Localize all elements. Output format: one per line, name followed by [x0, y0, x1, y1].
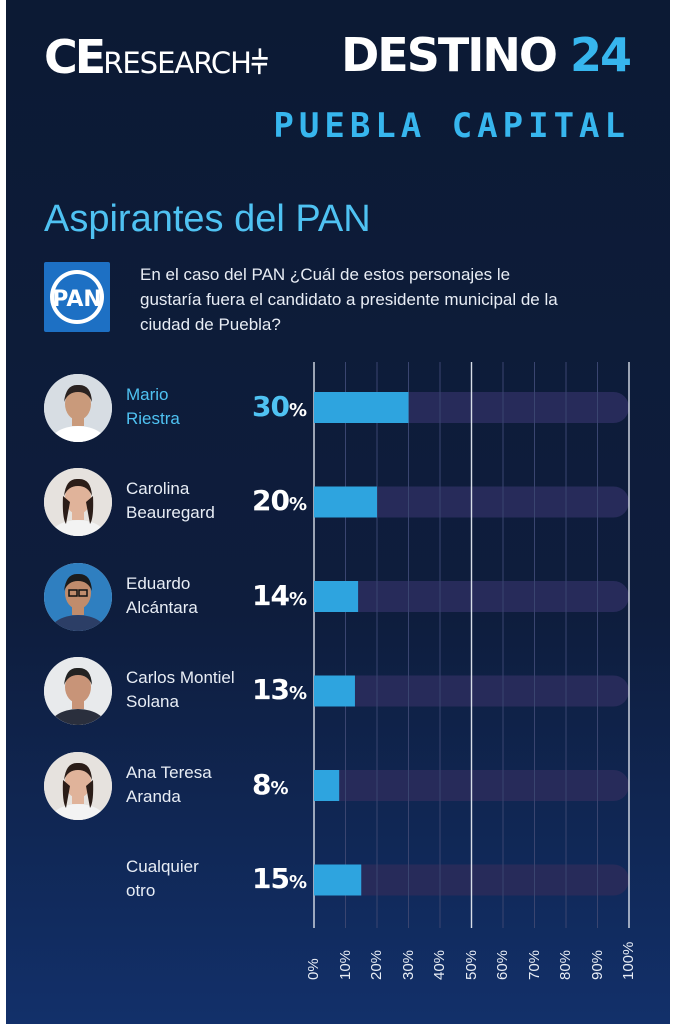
x-tick-label: 30% [399, 949, 417, 980]
bar-track [314, 864, 629, 896]
candidate-name-line: Eduardo [126, 573, 191, 593]
x-tick-label: 60% [494, 949, 511, 980]
bar-track [314, 486, 629, 518]
value-suffix: % [288, 399, 308, 421]
value-number: 14 [252, 578, 290, 612]
x-tick-label: 40% [431, 949, 448, 980]
value-label: 8% [252, 768, 289, 801]
value-label: 15% [252, 862, 307, 895]
bar [314, 581, 359, 612]
value-number: 8 [252, 767, 272, 801]
ce-research-logo: CERESEARCH⫩ [44, 30, 268, 84]
candidate-name: Carlos Montiel Solana [126, 666, 266, 714]
bar-track [314, 675, 629, 707]
bar-track [314, 770, 629, 801]
destino-text: DESTINO [341, 28, 570, 82]
destino-24-logo: DESTINO 24 [341, 28, 632, 82]
x-tick-label: 70% [525, 949, 543, 980]
value-suffix: % [288, 588, 308, 610]
pan-logo-text: PAN [52, 287, 102, 312]
bar-track [314, 581, 629, 612]
value-suffix: % [288, 683, 308, 704]
x-tick-label: 90% [588, 949, 606, 980]
page-title: Aspirantes del PAN [44, 198, 371, 240]
candidate-name: Mario Riestra [126, 383, 266, 431]
man-suit-portrait [44, 657, 112, 725]
value-suffix: % [270, 777, 289, 799]
candidate-name-line: Carlos Montiel [126, 668, 235, 687]
x-tick-label: 10% [336, 949, 354, 980]
value-suffix: % [288, 494, 308, 515]
value-label: 30% [252, 390, 307, 423]
bar-track [314, 392, 629, 423]
candidate-name: Carolina Beauregard [126, 477, 266, 525]
man-glasses-portrait [44, 562, 112, 631]
pan-logo-icon: PAN [44, 262, 110, 332]
candidate-name: Ana Teresa Aranda [126, 761, 266, 809]
candidate-name-line: Mario [126, 384, 169, 404]
x-tick-label: 100% [620, 941, 637, 980]
bar [314, 770, 340, 801]
candidate-name-line: otro [126, 881, 156, 900]
hash-icon: ⫩ [251, 46, 269, 81]
candidate-name-line: Alcántara [126, 597, 198, 617]
value-number: 15 [252, 862, 290, 895]
survey-question: En el caso del PAN ¿Cuál de estos person… [140, 265, 558, 334]
candidate-name: Eduardo Alcántara [126, 572, 266, 620]
man-portrait [44, 373, 112, 442]
value-label: 14% [252, 579, 307, 612]
woman-portrait [44, 751, 112, 820]
logo-research: RESEARCH [103, 46, 252, 80]
candidate-name-line: Ana Teresa [126, 762, 212, 782]
bar [314, 486, 377, 518]
candidate-name-line: Riestra [126, 408, 180, 428]
candidate-name-line: Cualquier [126, 857, 199, 876]
value-number: 30 [252, 389, 290, 423]
x-tick-label: 50% [462, 949, 480, 980]
candidate-name-line: Aranda [126, 786, 181, 806]
x-tick-label: 80% [557, 949, 574, 980]
candidate-name: Cualquier otro [126, 855, 266, 903]
candidate-name-line: Beauregard [126, 503, 215, 522]
value-suffix: % [288, 872, 308, 893]
bar [314, 864, 362, 896]
value-number: 13 [252, 673, 290, 706]
value-label: 20% [252, 484, 307, 517]
x-tick-label: 20% [368, 949, 385, 980]
infographic-card: CERESEARCH⫩ DESTINO 24 PUEBLA CAPITAL As… [6, 0, 670, 1024]
x-tick-label: 0% [305, 958, 322, 980]
candidate-name-line: Solana [126, 692, 179, 711]
destino-number: 24 [569, 28, 632, 82]
region-subtitle: PUEBLA CAPITAL [273, 106, 630, 146]
candidate-name-line: Carolina [126, 479, 190, 498]
logo-ce: CE [44, 30, 106, 84]
value-number: 20 [252, 484, 290, 517]
bar [314, 675, 355, 707]
woman-portrait [44, 468, 112, 536]
value-label: 13% [252, 673, 307, 706]
bar [314, 392, 409, 423]
